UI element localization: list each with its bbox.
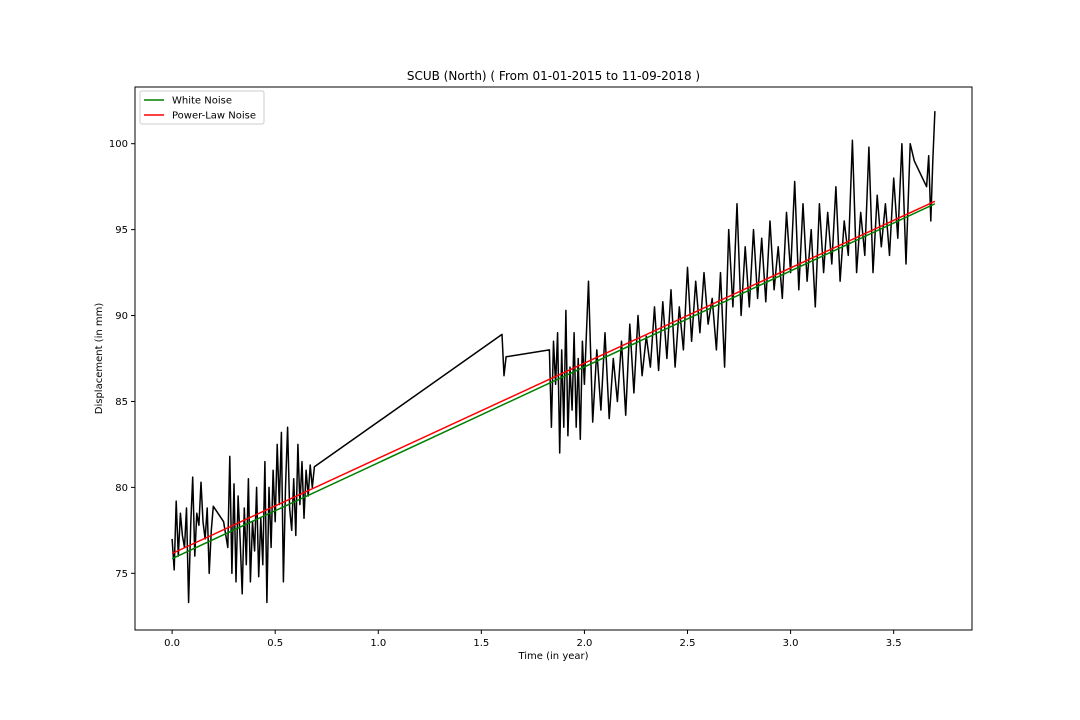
legend-label-power-law-noise: Power-Law Noise [172,111,256,122]
y-axis-label: Displacement (in mm) [94,303,105,415]
plot-area-frame [134,86,973,631]
y-tick-label: 100 [109,139,128,150]
series-line-white-noise [171,203,936,560]
legend: White Noise Power-Law Noise [139,90,265,125]
y-tick-label: 95 [115,225,128,236]
x-axis-label: Time (in year) [517,651,588,662]
series-layer [171,111,936,604]
x-tick-label: 0.0 [164,638,180,649]
x-tick-label: 2.5 [680,638,696,649]
series-line-power-law-noise [171,200,936,555]
y-tick-label: 85 [115,397,128,408]
x-tick-label: 0.5 [267,638,283,649]
y-tick-label: 80 [115,483,128,494]
x-tick-label: 3.0 [783,638,799,649]
legend-box [139,90,265,125]
chart-title: SCUB (North) ( From 01-01-2015 to 11-09-… [407,69,700,83]
x-tick-label: 3.5 [886,638,902,649]
y-tick-label: 90 [115,311,128,322]
series-line-displacement [171,111,936,604]
y-tick-label: 75 [115,569,128,580]
legend-label-white-noise: White Noise [172,96,232,107]
x-tick-label: 1.5 [473,638,489,649]
x-tick-label: 2.0 [576,638,592,649]
x-tick-label: 1.0 [370,638,386,649]
y-axis: 75 80 85 90 95 100 [109,139,135,580]
x-axis: 0.0 0.5 1.0 1.5 2.0 2.5 3.0 3.5 [164,630,902,649]
